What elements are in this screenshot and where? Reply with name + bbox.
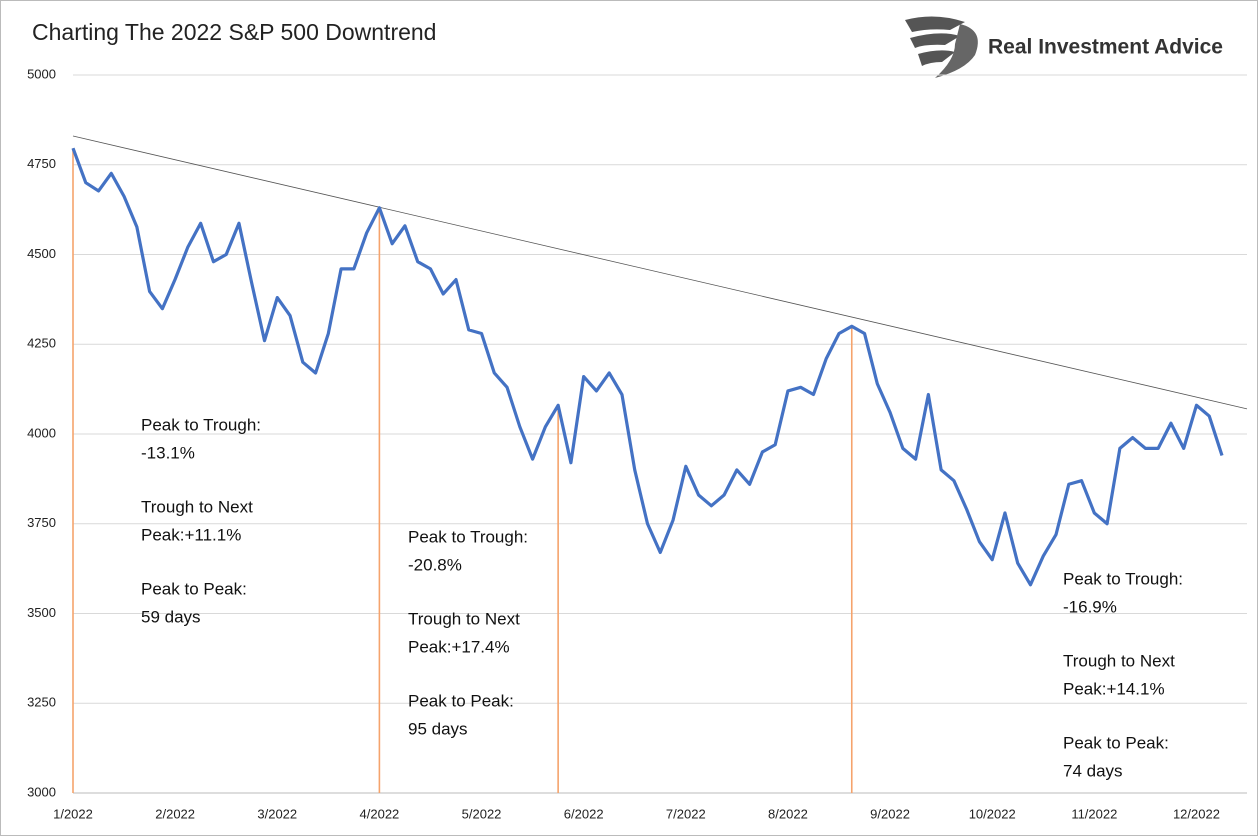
x-tick-label: 3/2022 — [257, 806, 297, 821]
annotation: Peak to Peak: — [1063, 733, 1169, 752]
annotation: Peak to Trough: — [1063, 569, 1183, 588]
annotation: -13.1% — [141, 443, 195, 462]
x-tick-label: 10/2022 — [969, 806, 1016, 821]
y-tick-label: 4500 — [27, 246, 56, 261]
annotation: Peak:+14.1% — [1063, 679, 1165, 698]
annotation: Peak to Trough: — [408, 527, 528, 546]
annotation: Peak:+17.4% — [408, 637, 510, 656]
x-tick-label: 2/2022 — [155, 806, 195, 821]
annotation: 74 days — [1063, 761, 1123, 780]
trendline — [72, 135, 1248, 410]
x-tick-label: 12/2022 — [1173, 806, 1220, 821]
y-tick-label: 4250 — [27, 336, 56, 351]
y-tick-label: 4000 — [27, 425, 56, 440]
y-tick-label: 5000 — [27, 66, 56, 81]
chart-title: Charting The 2022 S&P 500 Downtrend — [32, 19, 436, 45]
logo — [905, 16, 978, 78]
brand: Real Investment Advice — [988, 36, 1223, 59]
annotation: Peak to Peak: — [141, 579, 247, 598]
annotation: -16.9% — [1063, 597, 1117, 616]
annotation: Trough to Next — [408, 609, 520, 628]
x-tick-label: 4/2022 — [360, 806, 400, 821]
annotation: Peak to Trough: — [141, 415, 261, 434]
x-tick-label: 6/2022 — [564, 806, 604, 821]
y-tick-label: 3000 — [27, 784, 56, 799]
y-tick-label: 3250 — [27, 695, 56, 710]
y-tick-label: 3750 — [27, 515, 56, 530]
annotation: Peak:+11.1% — [141, 525, 241, 544]
x-tick-label: 7/2022 — [666, 806, 706, 821]
x-tick-label: 5/2022 — [462, 806, 502, 821]
annotation: 59 days — [141, 607, 201, 626]
x-tick-label: 9/2022 — [870, 806, 910, 821]
x-tick-label: 1/2022 — [53, 806, 93, 821]
x-tick-label: 8/2022 — [768, 806, 808, 821]
series-line — [71, 147, 1224, 587]
annotation: Trough to Next — [1063, 651, 1175, 670]
y-tick-label: 4750 — [27, 156, 56, 171]
annotation: -20.8% — [408, 555, 462, 574]
annotation: Peak to Peak: — [408, 691, 514, 710]
annotation: Trough to Next — [141, 497, 253, 516]
annotation: 95 days — [408, 719, 468, 738]
y-tick-label: 3500 — [27, 605, 56, 620]
x-tick-label: 11/2022 — [1071, 806, 1117, 821]
